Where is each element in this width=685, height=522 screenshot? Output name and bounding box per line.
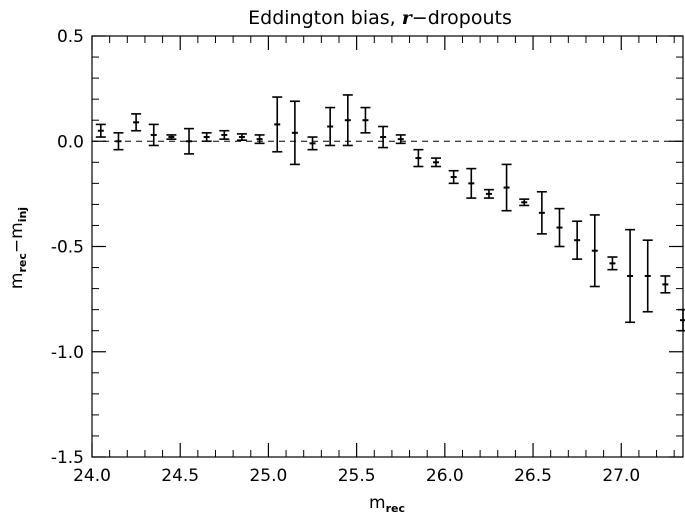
y-axis-title-b: m [7, 222, 27, 239]
x-tick-label: 27.0 [602, 466, 640, 486]
data-point [131, 113, 142, 132]
data-point [501, 163, 512, 212]
data-point [678, 308, 685, 332]
data-point [554, 207, 565, 248]
y-axis-title: mrec−minj [7, 207, 29, 289]
data-point [219, 129, 230, 140]
data-point [572, 220, 583, 260]
data-point [236, 133, 247, 141]
y-tick-label: -1.5 [51, 448, 84, 468]
data-point [395, 134, 406, 145]
data-point [272, 96, 283, 153]
data-point [448, 169, 459, 185]
data-point [148, 123, 159, 147]
data-point [378, 125, 389, 149]
data-point [201, 132, 212, 143]
data-point [536, 190, 547, 235]
data-point [431, 157, 442, 168]
x-tick-label: 24.0 [73, 466, 111, 486]
chart-title-suffix: −dropouts [412, 7, 512, 29]
data-point [519, 198, 530, 207]
data-point [307, 136, 318, 151]
data-point [254, 134, 265, 145]
chart-title-prefix: Eddington bias, [248, 7, 402, 29]
axes-layer: 24.0 24.5 25.0 25.5 26.0 26.5 27.0 0.5 0.0 -0.5 -1… [51, 27, 684, 486]
data-point [642, 239, 653, 313]
x-tick-label: 24.5 [161, 466, 199, 486]
x-axis-title-sub: rec [386, 502, 405, 515]
y-axis-title-b-sub: inj [16, 207, 29, 222]
data-point [113, 132, 124, 151]
y-tick-label: -1.0 [51, 343, 84, 363]
chart-title-italic: r [402, 7, 414, 29]
y-tick-label: 0.0 [57, 132, 84, 152]
data-point [589, 214, 600, 288]
data-point [625, 228, 636, 324]
x-axis-title-main: m [369, 493, 386, 513]
x-tick-label: 25.0 [249, 466, 287, 486]
x-tick-label: 25.5 [338, 466, 376, 486]
y-tick-label: 0.5 [57, 27, 84, 47]
y-tick-label: -0.5 [51, 238, 84, 258]
data-point [483, 188, 494, 199]
chart-title: Eddington bias, r−dropouts [248, 7, 512, 29]
data-point [413, 148, 424, 168]
data-point [166, 134, 177, 140]
x-tick-label: 26.0 [426, 466, 464, 486]
y-axis-title-a: m [7, 273, 27, 290]
x-tick-label: 26.5 [514, 466, 552, 486]
data-layer [95, 94, 685, 332]
data-point [342, 94, 353, 147]
y-axis-title-a-sub: rec [16, 253, 29, 272]
data-point [660, 275, 671, 294]
data-point [184, 127, 195, 155]
x-axis-title: mrec [369, 493, 405, 515]
data-point [289, 100, 300, 166]
data-point [607, 256, 618, 271]
data-point [95, 123, 106, 138]
data-point [466, 167, 477, 199]
y-axis-title-minus: − [7, 239, 27, 253]
data-point [325, 106, 336, 147]
data-point [360, 106, 371, 134]
